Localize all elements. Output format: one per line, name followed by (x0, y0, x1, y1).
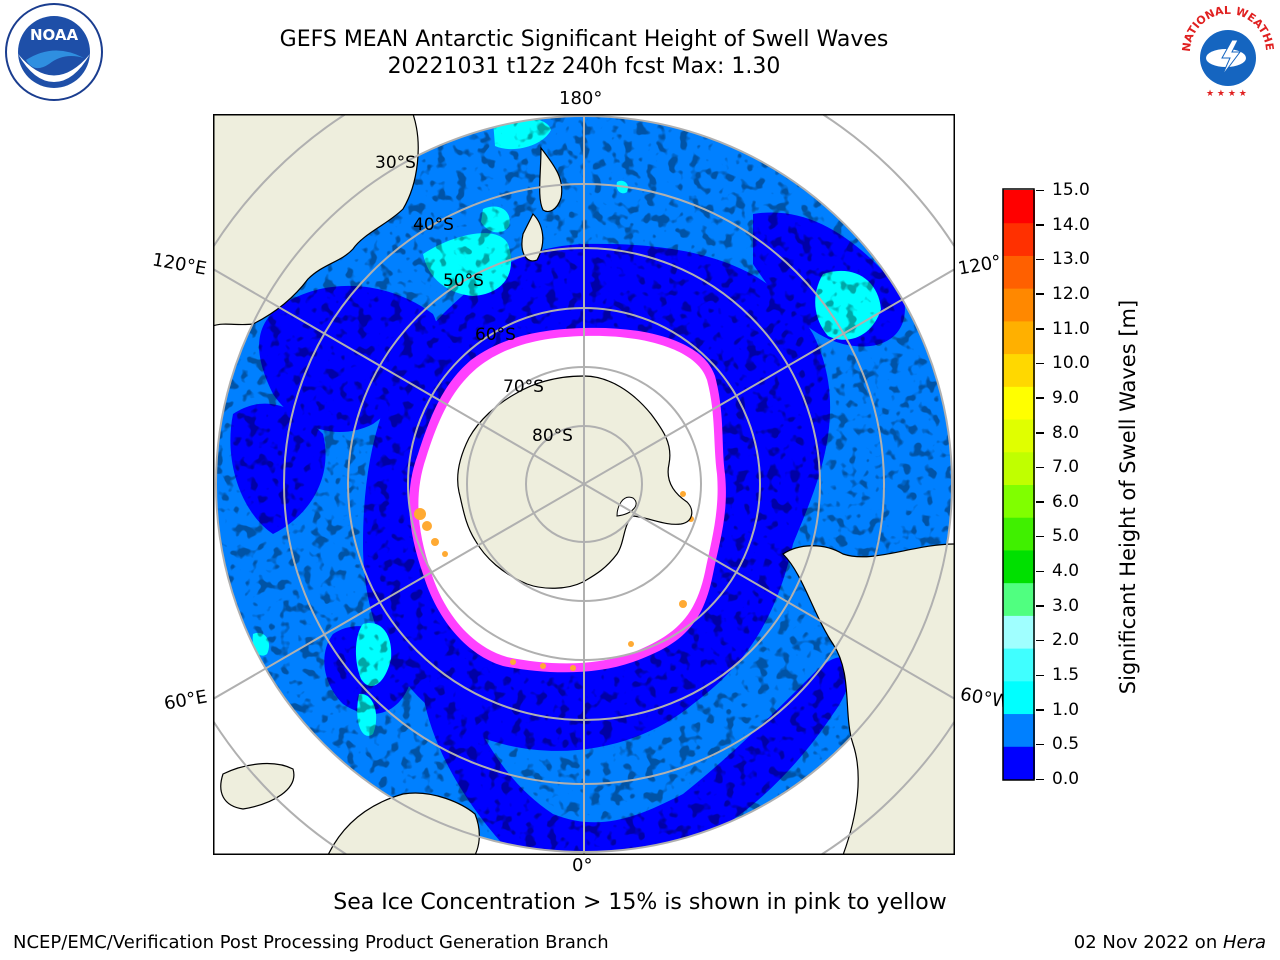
colorbar-tick-label: 6.0 (1052, 491, 1080, 512)
lat-label-70s: 70°S (503, 377, 544, 397)
lat-label-40s: 40°S (413, 215, 454, 235)
colorbar-tick-label: 9.0 (1052, 387, 1080, 408)
colorbar-tick-mark (1036, 224, 1044, 226)
colorbar-tick-label: 15.0 (1052, 180, 1090, 200)
colorbar-tick-mark (1036, 709, 1044, 711)
colorbar-tick-label: 5.0 (1052, 526, 1080, 547)
colorbar-tick-label: 13.0 (1052, 249, 1090, 270)
noaa-logo: NOAA (5, 3, 103, 101)
lon-label-120e: 120°E (150, 249, 209, 280)
colorbar-tick-mark (1036, 778, 1044, 780)
lat-label-30s: 30°S (375, 153, 416, 173)
colorbar-tick-mark (1036, 605, 1044, 607)
colorbar-tick-mark (1036, 397, 1044, 399)
colorbar-tick-mark (1036, 535, 1044, 538)
colorbar-cell (1003, 451, 1035, 485)
colorbar-cell (1003, 746, 1035, 780)
date-stamp: 02 Nov 2022 on Hera (1074, 932, 1266, 953)
lat-label-80s: 80°S (532, 426, 573, 446)
colorbar-tick-mark (1036, 293, 1044, 295)
polar-map: 30°S 40°S 50°S 60°S 70°S 80°S (213, 114, 955, 855)
lon-label-0: 0° (572, 855, 593, 876)
map-frame (213, 114, 955, 855)
colorbar-cell (1003, 615, 1035, 649)
lon-label-60e: 60°E (162, 686, 209, 715)
colorbar-tick-label: 4.0 (1052, 561, 1080, 582)
continents (214, 115, 954, 854)
sea-ice-note: Sea Ice Concentration > 15% is shown in … (333, 890, 947, 915)
nws-logo: NATIONAL WEATHER SERVICE ★ ★ ★ ★ (1176, 2, 1276, 99)
colorbar-tick-mark (1036, 639, 1044, 642)
colorbar-tick-mark (1036, 674, 1044, 677)
svg-text:★ ★ ★ ★: ★ ★ ★ ★ (1206, 89, 1247, 99)
graticule (214, 115, 954, 854)
colorbar-cell (1003, 419, 1035, 453)
colorbar-cell (1003, 190, 1035, 224)
colorbar-tick-label: 1.5 (1052, 665, 1080, 686)
colorbar-tick-label: 2.0 (1052, 630, 1080, 651)
colorbar-tick-mark (1036, 362, 1044, 365)
lat-label-50s: 50°S (443, 271, 484, 291)
colorbar-tick-label: 3.0 (1052, 595, 1080, 616)
colorbar-tick-mark (1036, 258, 1044, 261)
colorbar-tick-mark (1036, 189, 1044, 191)
colorbar-cell (1003, 288, 1035, 322)
colorbar-cell (1003, 353, 1035, 387)
ice-concentration-speckles (414, 421, 694, 671)
colorbar-tick-label: 1.0 (1052, 699, 1080, 720)
date-text: 02 Nov 2022 on (1073, 932, 1223, 953)
colorbar-tick-mark (1036, 501, 1044, 503)
colorbar-cell (1003, 386, 1035, 420)
colorbar-cell (1003, 255, 1035, 289)
antarctica (457, 375, 693, 589)
colorbar-cell (1003, 484, 1035, 518)
colorbar-tick-mark (1036, 570, 1044, 573)
colorbar-label: Significant Height of Swell Waves [m] (1116, 299, 1140, 695)
chart-subtitle: 20221031 t12z 240h fcst Max: 1.30 (387, 54, 781, 79)
lon-label-120w: 120° (956, 251, 1003, 280)
noaa-logo-text: NOAA (30, 26, 79, 44)
colorbar-tick-mark (1036, 432, 1044, 434)
colorbar-tick-mark (1036, 328, 1044, 330)
colorbar-tick-label: 11.0 (1052, 318, 1090, 339)
colorbar-cell (1003, 680, 1035, 715)
colorbar-cell (1003, 222, 1035, 256)
credit-text: NCEP/EMC/Verification Post Processing Pr… (13, 932, 609, 953)
colorbar-cell (1003, 549, 1035, 584)
colorbar-cell (1003, 517, 1035, 551)
colorbar-cell (1003, 582, 1035, 616)
colorbar (1002, 188, 1035, 781)
colorbar-tick-mark (1036, 466, 1044, 469)
colorbar-tick-mark (1036, 743, 1044, 746)
lat-label-60s: 60°S (475, 325, 516, 345)
colorbar-tick-label: 0.5 (1052, 734, 1080, 755)
machine-name: Hera (1222, 932, 1266, 953)
lon-label-180: 180° (559, 88, 603, 109)
colorbar-cell (1003, 713, 1035, 747)
colorbar-cell (1003, 648, 1035, 682)
colorbar-tick-label: 8.0 (1052, 422, 1080, 443)
colorbar-tick-label: 12.0 (1052, 283, 1090, 304)
colorbar-tick-label: 10.0 (1052, 353, 1090, 374)
colorbar-cell (1003, 320, 1035, 355)
colorbar-tick-label: 0.0 (1052, 769, 1080, 789)
chart-title: GEFS MEAN Antarctic Significant Height o… (279, 27, 889, 52)
colorbar-tick-label: 14.0 (1052, 214, 1090, 235)
colorbar-tick-label: 7.0 (1052, 457, 1080, 478)
latitude-labels: 30°S 40°S 50°S 60°S 70°S 80°S (375, 153, 573, 446)
